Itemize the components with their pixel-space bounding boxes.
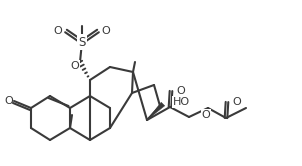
Text: O: O xyxy=(176,86,185,96)
Text: O: O xyxy=(232,97,241,107)
Text: O: O xyxy=(5,96,13,106)
Polygon shape xyxy=(147,102,165,120)
Text: O: O xyxy=(71,61,79,71)
Text: O: O xyxy=(102,26,110,36)
Text: S: S xyxy=(78,36,86,48)
Text: O: O xyxy=(202,110,210,120)
Text: O: O xyxy=(54,26,63,36)
Text: HO: HO xyxy=(173,97,190,107)
